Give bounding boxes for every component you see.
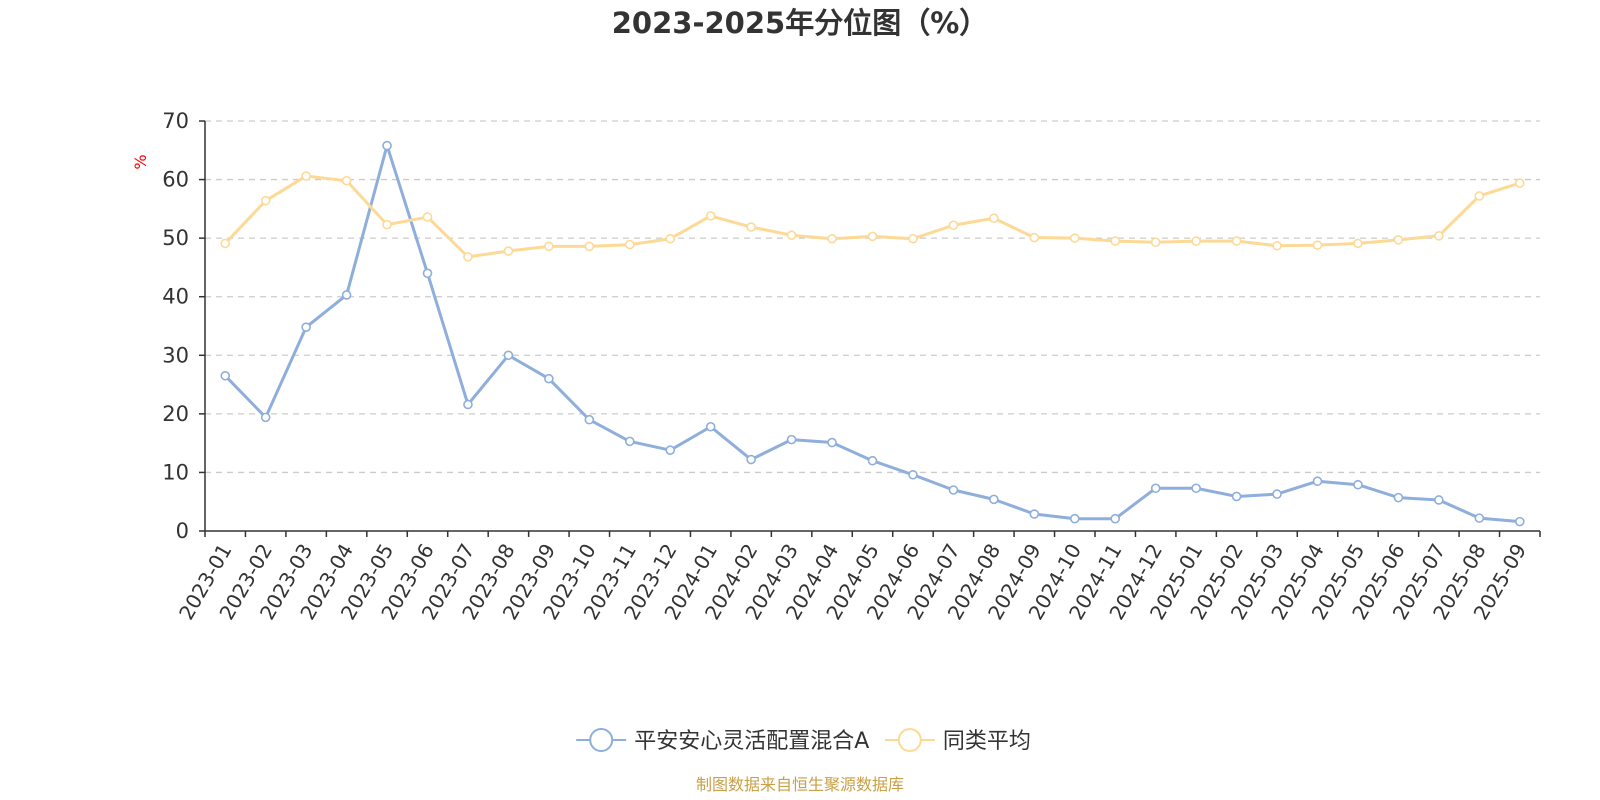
y-axis-label: % xyxy=(131,154,150,169)
data-point xyxy=(827,233,837,244)
data-point xyxy=(1353,238,1363,249)
data-point xyxy=(786,230,797,241)
series-group xyxy=(220,140,1525,527)
data-point xyxy=(1150,237,1161,248)
legend-marker-icon xyxy=(589,728,614,752)
data-point xyxy=(1353,479,1363,490)
legend-label: 同类平均 xyxy=(943,729,1031,754)
data-point xyxy=(908,233,918,244)
data-point xyxy=(1312,476,1323,487)
data-point xyxy=(260,412,271,423)
data-point xyxy=(705,421,716,432)
data-point xyxy=(624,436,635,447)
data-point xyxy=(341,175,352,186)
data-point xyxy=(1514,178,1525,188)
y-tick-label: 50 xyxy=(162,226,189,250)
data-point xyxy=(1434,495,1444,505)
data-point xyxy=(301,322,311,332)
x-tick-labels: 2023-012023-022023-032023-042023-052023-… xyxy=(174,540,1531,624)
data-source-note: 制图数据来自恒生聚源数据库 xyxy=(696,775,904,794)
data-point xyxy=(544,373,554,384)
data-point xyxy=(341,290,352,300)
y-tick-label: 40 xyxy=(162,285,189,309)
data-point xyxy=(1231,236,1242,246)
data-point xyxy=(1150,483,1161,494)
data-point xyxy=(867,231,878,242)
data-point xyxy=(1069,513,1080,524)
data-point xyxy=(1231,491,1242,502)
data-point xyxy=(1110,513,1121,524)
data-point xyxy=(1272,240,1282,251)
y-tick-label: 70 xyxy=(162,109,189,133)
data-point xyxy=(1110,236,1121,246)
data-point xyxy=(1474,191,1485,201)
data-point xyxy=(786,434,797,445)
data-point xyxy=(544,241,554,252)
legend: 平安安心灵活配置混合A 同类平均 xyxy=(576,728,1031,754)
y-tick-label: 60 xyxy=(162,168,189,192)
data-point xyxy=(220,370,231,381)
legend-item-2: 同类平均 xyxy=(884,728,1031,754)
data-point xyxy=(463,252,473,262)
data-point xyxy=(746,222,756,232)
data-point xyxy=(1393,235,1404,245)
y-tick-label: 0 xyxy=(176,519,189,543)
data-point xyxy=(989,213,999,224)
series-1 xyxy=(220,140,1525,527)
data-point xyxy=(1312,240,1323,250)
chart-title: 2023-2025年分位图（%） xyxy=(612,6,989,40)
data-point xyxy=(1191,483,1201,494)
data-point xyxy=(948,220,959,231)
data-point xyxy=(665,233,676,244)
legend-item-1: 平安安心灵活配置混合A xyxy=(576,728,869,754)
y-tick-label: 20 xyxy=(162,402,189,426)
y-tick-label: 10 xyxy=(162,460,189,484)
axes xyxy=(199,120,1541,537)
data-point xyxy=(624,239,635,250)
grid-lines xyxy=(205,120,1540,474)
data-point xyxy=(1191,236,1201,246)
legend-label: 平安安心灵活配置混合A xyxy=(634,729,869,754)
data-point xyxy=(382,219,392,230)
data-point xyxy=(908,469,918,480)
data-point xyxy=(584,414,595,425)
data-point xyxy=(746,454,756,465)
data-point xyxy=(503,350,514,361)
data-point xyxy=(301,171,311,181)
series-2 xyxy=(220,171,1525,262)
data-point xyxy=(260,195,271,206)
data-point xyxy=(463,399,473,410)
data-point xyxy=(1474,513,1485,523)
data-point xyxy=(867,455,878,466)
data-point xyxy=(584,241,595,252)
y-tick-labels: 0 10 20 30 40 50 60 70 xyxy=(162,109,189,543)
data-point xyxy=(1434,231,1444,241)
data-point xyxy=(948,485,959,495)
data-point xyxy=(422,212,433,222)
data-point xyxy=(1272,489,1282,499)
legend-marker-icon xyxy=(897,728,922,752)
data-point xyxy=(705,211,716,221)
y-tick-label: 30 xyxy=(162,343,189,367)
data-point xyxy=(220,238,231,249)
data-point xyxy=(989,494,999,505)
data-point xyxy=(1393,492,1404,503)
data-point xyxy=(422,268,433,279)
data-point xyxy=(1514,516,1525,527)
data-point xyxy=(1029,509,1040,519)
data-point xyxy=(827,437,837,448)
data-point xyxy=(382,140,392,151)
data-point xyxy=(665,445,676,455)
data-point xyxy=(503,246,514,256)
data-point xyxy=(1069,233,1080,243)
data-point xyxy=(1029,232,1040,243)
